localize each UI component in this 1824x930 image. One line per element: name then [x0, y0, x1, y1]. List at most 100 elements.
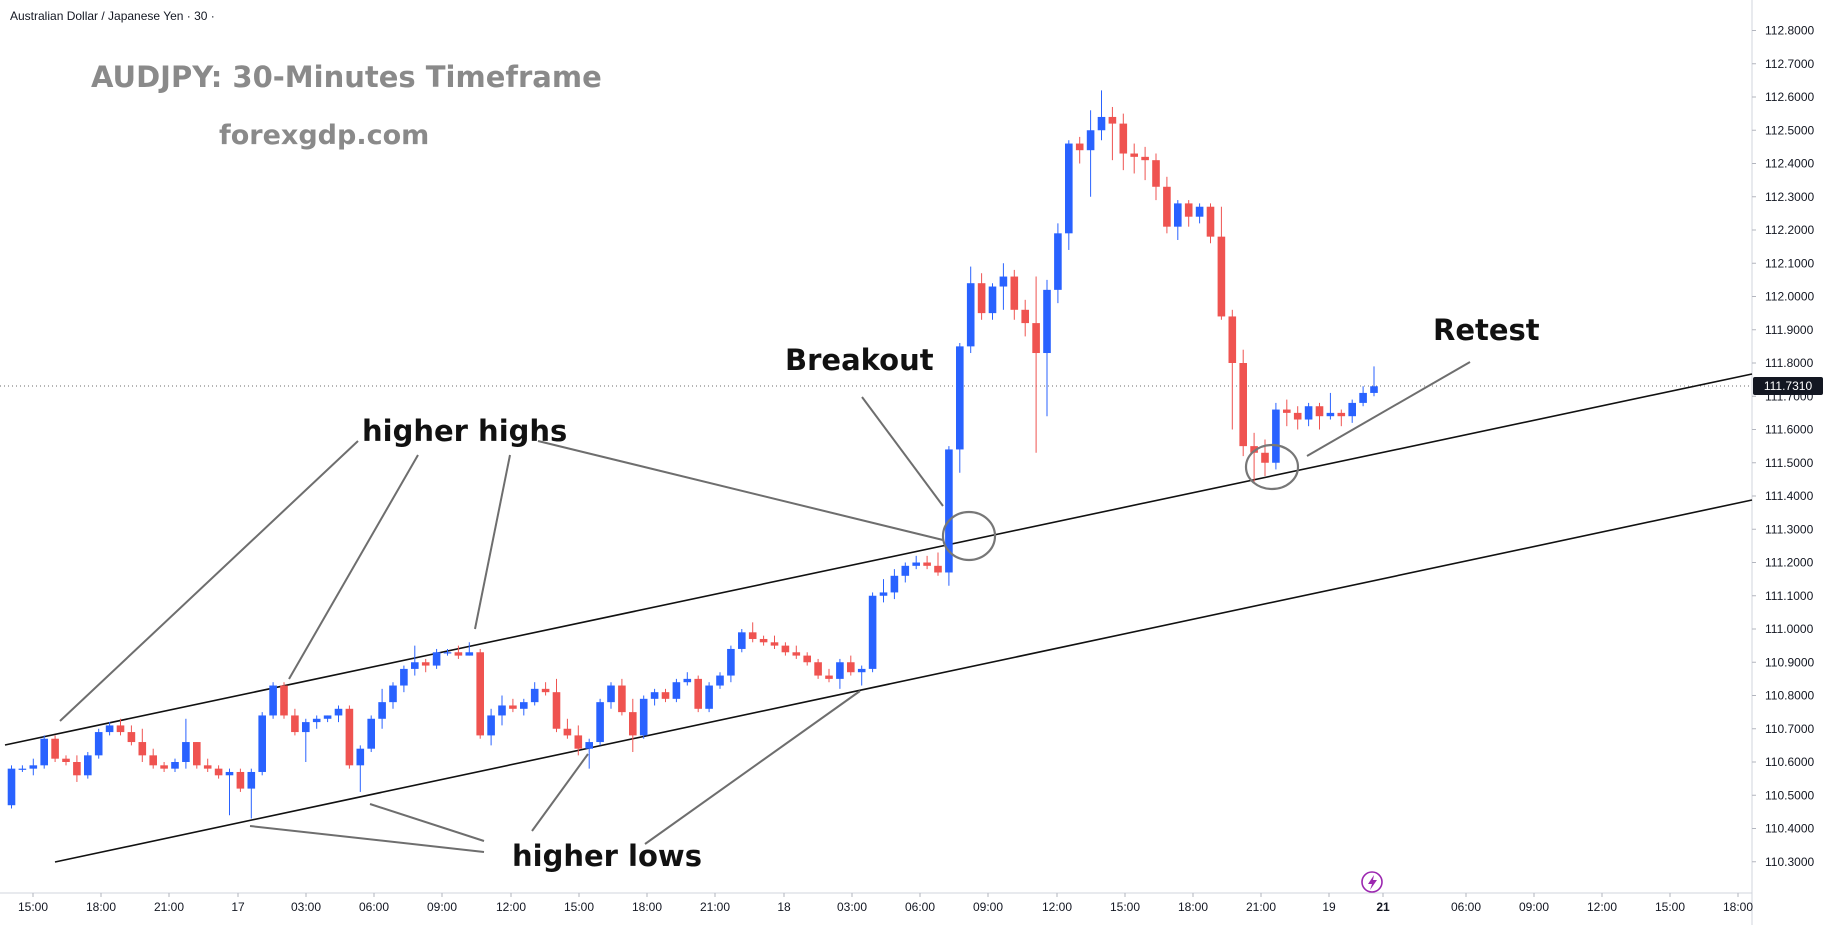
candle-body-bearish: [1163, 186, 1171, 227]
x-tick-label: 09:00: [427, 900, 457, 914]
candle-body-bearish: [770, 642, 779, 646]
candle-body-bearish: [421, 662, 430, 666]
x-tick-label: 18:00: [632, 900, 662, 914]
x-tick-label: 15:00: [564, 900, 594, 914]
candle-body-bullish: [999, 276, 1008, 287]
candle-body-bullish: [1272, 409, 1280, 463]
candle-body-bullish: [269, 685, 277, 716]
candle-body-bullish: [1086, 130, 1095, 151]
candle-body-bullish: [1195, 206, 1204, 217]
candle-body-bearish: [1228, 316, 1237, 363]
y-tick-label: 112.4000: [1765, 157, 1814, 171]
candle-body-bearish: [1239, 363, 1247, 447]
candle-body-bullish: [411, 662, 419, 669]
candle-body-bullish: [40, 738, 48, 766]
candle-body-bearish: [1283, 409, 1291, 413]
candle-body-bearish: [934, 565, 942, 573]
candle-body-bullish: [1359, 392, 1367, 403]
y-tick-label: 111.1000: [1765, 589, 1814, 603]
y-tick-label: 110.4000: [1765, 822, 1814, 836]
candle-body-bullish: [465, 652, 474, 656]
watermark-title: AUDJPY: 30-Minutes Timeframe: [91, 60, 602, 94]
y-tick-label: 111.5000: [1765, 456, 1814, 470]
candle-body-bullish: [258, 715, 266, 772]
y-tick-label: 112.0000: [1765, 290, 1814, 304]
x-tick-label: 06:00: [1451, 900, 1481, 914]
symbol-label[interactable]: Australian Dollar / Japanese Yen · 30 ·: [10, 9, 215, 23]
candle-body-bearish: [923, 562, 931, 566]
candle-body-bullish: [1043, 289, 1051, 354]
y-tick-label: 112.2000: [1765, 223, 1814, 237]
candle-body-bullish: [727, 648, 735, 676]
candle-body-bearish: [1010, 276, 1019, 310]
y-tick-label: 111.9000: [1765, 323, 1814, 337]
candle-body-bullish: [302, 722, 310, 733]
candle-body-bullish: [29, 765, 38, 769]
candle-body-bullish: [1370, 386, 1378, 393]
candle-body-bullish: [530, 688, 539, 703]
candle-body-bearish: [51, 738, 59, 759]
candle-body-bearish: [563, 728, 572, 736]
higher-highs-pointer: [59, 440, 359, 722]
x-tick-label: 15:00: [1110, 900, 1140, 914]
candle-body-bullish: [520, 702, 528, 709]
candle-body-bearish: [1119, 123, 1128, 154]
y-tick-label: 110.5000: [1765, 788, 1814, 802]
candle-body-bullish: [487, 715, 495, 736]
candle-body-bullish: [1348, 402, 1356, 417]
candle-body-bullish: [1304, 406, 1313, 420]
higher-lows-pointer: [249, 825, 485, 853]
retest-annotation: Retest: [1433, 313, 1540, 347]
x-tick-label: 15:00: [1655, 900, 1685, 914]
y-tick-label: 112.3000: [1765, 190, 1814, 204]
candle-body-bearish: [574, 735, 583, 749]
candle-body-bearish: [138, 742, 147, 756]
last-price-tag: [1753, 376, 1823, 395]
candle-body-bearish: [781, 645, 790, 653]
x-tick-label: 21: [1376, 900, 1390, 914]
x-tick-label: 18: [777, 900, 791, 914]
higher-lows-pointer: [369, 803, 485, 842]
candle-body-bullish: [705, 685, 713, 709]
candle-body-bullish: [672, 682, 681, 699]
candle-body-bullish: [1054, 233, 1062, 290]
candle-body-bullish: [868, 595, 877, 669]
candle-body-bullish: [312, 718, 321, 723]
higher-lows-annotation: higher lows: [512, 839, 702, 873]
candle-body-bearish: [214, 768, 223, 776]
y-tick-label: 112.1000: [1765, 256, 1814, 270]
channel-upper-line: [4, 373, 1753, 746]
candle-body-bearish: [759, 638, 768, 643]
x-tick-label: 21:00: [700, 900, 730, 914]
candle-body-bearish: [1141, 156, 1149, 161]
retest-pointer: [1306, 361, 1471, 457]
candle-body-bullish: [836, 662, 844, 679]
candle-body-bullish: [879, 592, 888, 596]
x-tick-label: 17: [231, 900, 245, 914]
candle-body-bullish: [901, 565, 910, 576]
candle-body-bearish: [1315, 406, 1324, 417]
candle-body-bullish: [1065, 143, 1073, 234]
y-tick-label: 111.4000: [1765, 489, 1814, 503]
x-tick-label: 06:00: [359, 900, 389, 914]
candle-body-bullish: [650, 692, 659, 699]
candle-body-bullish: [585, 742, 593, 749]
x-tick-label: 18:00: [1178, 900, 1208, 914]
x-tick-label: 18:00: [86, 900, 116, 914]
candle-body-bearish: [792, 652, 801, 656]
channel-lower-line: [54, 499, 1753, 863]
lightning-icon-glyph: [1368, 875, 1377, 890]
candle-body-bearish: [661, 692, 670, 699]
candle-body-bullish: [945, 449, 953, 573]
candle-body-bearish: [509, 705, 517, 709]
candle-body-bullish: [247, 771, 256, 789]
candle-body-bullish: [443, 652, 452, 654]
candle-body-bearish: [552, 692, 561, 729]
candle-body-bullish: [683, 678, 692, 683]
y-tick-label: 111.2000: [1765, 556, 1814, 570]
candle-body-bearish: [1337, 412, 1346, 417]
candle-body-bullish: [367, 718, 375, 749]
y-tick-label: 112.5000: [1765, 123, 1814, 137]
candle-body-bullish: [171, 762, 179, 769]
